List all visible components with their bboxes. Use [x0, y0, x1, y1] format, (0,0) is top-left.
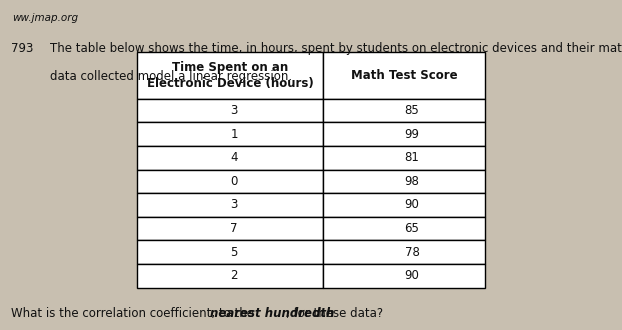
Text: 0: 0: [230, 175, 238, 188]
Text: 2: 2: [230, 269, 238, 282]
Bar: [137, 99, 323, 122]
Bar: [137, 52, 323, 99]
Bar: [137, 193, 323, 217]
Text: 3: 3: [230, 198, 238, 212]
Bar: [323, 193, 485, 217]
Bar: [323, 146, 485, 170]
Text: 5: 5: [230, 246, 238, 259]
Text: What is the correlation coefficient, to the: What is the correlation coefficient, to …: [11, 307, 258, 320]
Text: 65: 65: [404, 222, 419, 235]
Text: 3: 3: [230, 104, 238, 117]
Bar: [323, 52, 485, 99]
Bar: [137, 146, 323, 170]
Bar: [137, 122, 323, 146]
Text: 85: 85: [405, 104, 419, 117]
Text: ww.jmap.org: ww.jmap.org: [12, 13, 78, 23]
Text: The table below shows the time, in hours, spent by students on electronic device: The table below shows the time, in hours…: [50, 42, 622, 55]
Text: 99: 99: [404, 128, 419, 141]
Text: 793: 793: [11, 42, 34, 55]
Text: data collected model a linear regression.: data collected model a linear regression…: [50, 70, 292, 82]
Bar: [323, 99, 485, 122]
Text: , for these data?: , for these data?: [286, 307, 383, 320]
Text: 4: 4: [230, 151, 238, 164]
Bar: [323, 217, 485, 240]
Bar: [137, 240, 323, 264]
Bar: [137, 170, 323, 193]
Text: 1: 1: [230, 128, 238, 141]
Bar: [323, 122, 485, 146]
Bar: [323, 264, 485, 287]
Text: Time Spent on an
Electronic Device (hours): Time Spent on an Electronic Device (hour…: [147, 61, 313, 90]
Text: 90: 90: [404, 269, 419, 282]
Bar: [137, 264, 323, 287]
Text: 7: 7: [230, 222, 238, 235]
Text: Math Test Score: Math Test Score: [351, 69, 457, 82]
Bar: [323, 170, 485, 193]
Text: 81: 81: [404, 151, 419, 164]
Text: 98: 98: [404, 175, 419, 188]
Bar: [323, 240, 485, 264]
Bar: [137, 217, 323, 240]
Text: nearest hundredth: nearest hundredth: [210, 307, 334, 320]
Text: 78: 78: [404, 246, 419, 259]
Text: 90: 90: [404, 198, 419, 212]
